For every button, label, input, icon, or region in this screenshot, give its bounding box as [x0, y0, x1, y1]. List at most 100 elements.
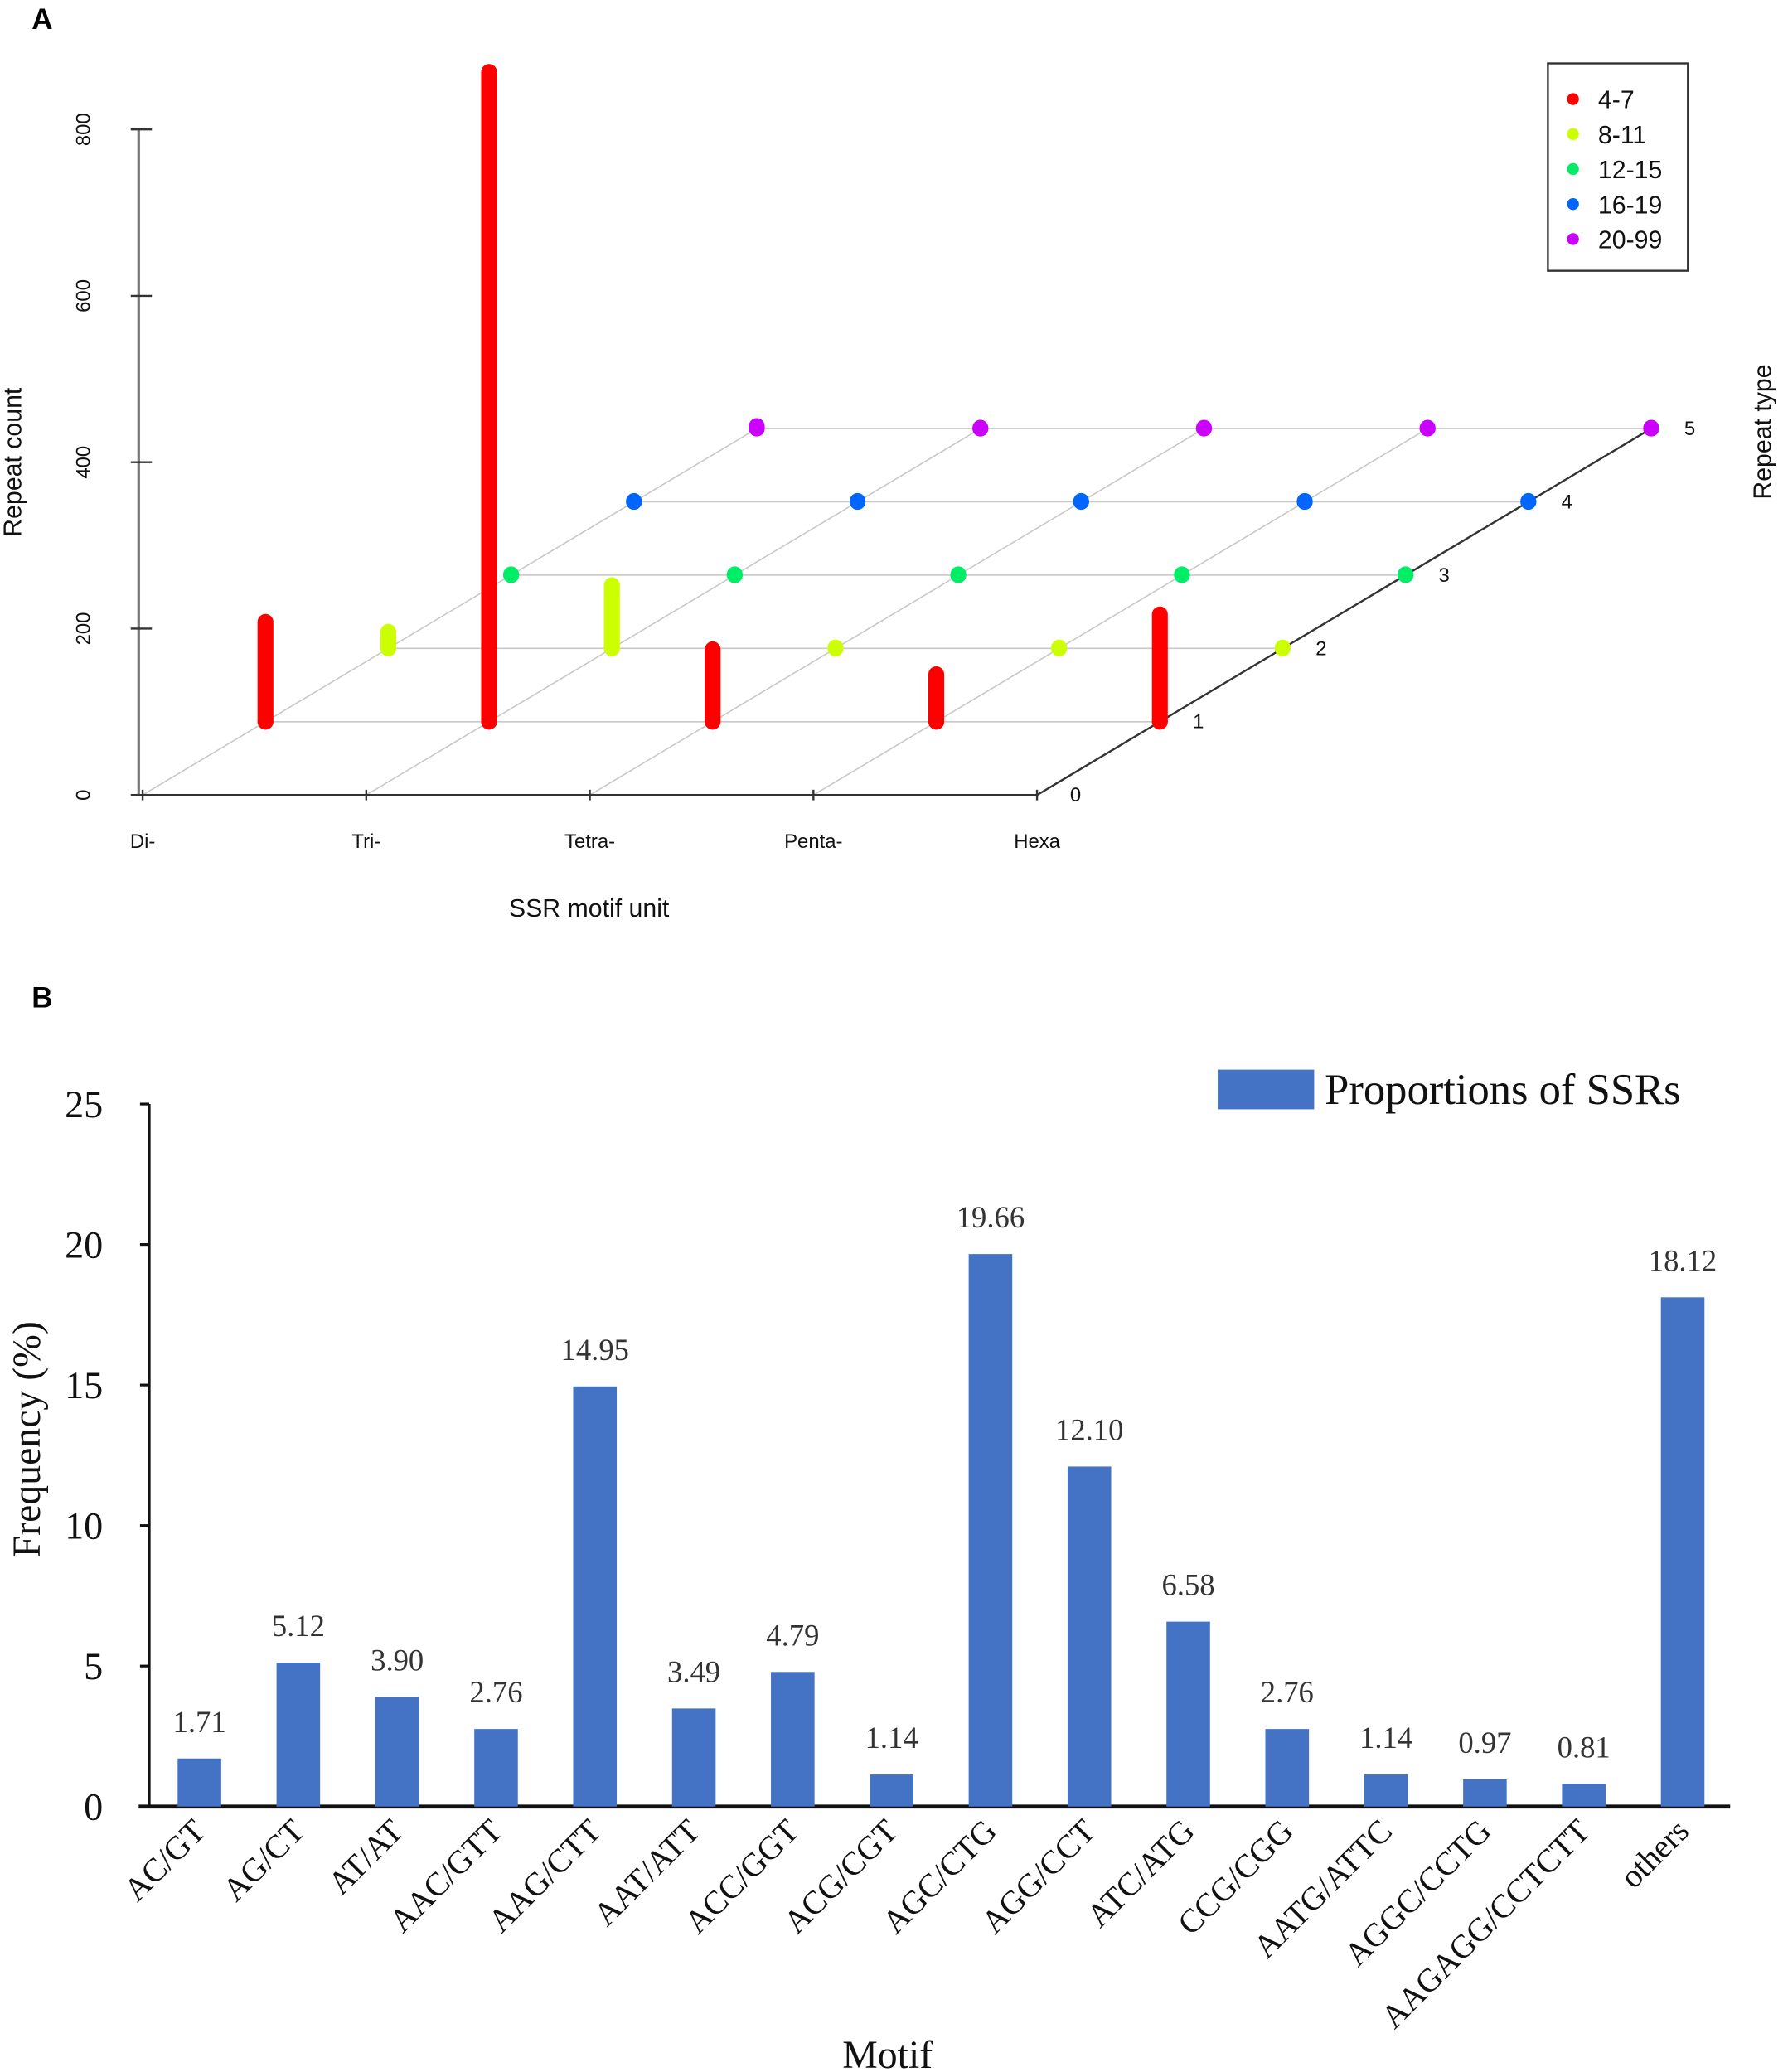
- bar-base-dot: [972, 420, 989, 437]
- data-label: 12.10: [1055, 1413, 1123, 1447]
- panel-a-legend: 4-7 8-11 12-15 16-19 20-99: [1547, 62, 1689, 272]
- x-tick-label: Penta-: [784, 830, 842, 853]
- bar-base-dot: [827, 640, 844, 656]
- bar-base-dot: [603, 640, 620, 656]
- bar-AATG/ATTC: [1364, 1774, 1408, 1807]
- bar-base-dot: [950, 567, 967, 583]
- data-label: 1.14: [1359, 1721, 1412, 1755]
- bar-base-dot: [1520, 493, 1537, 511]
- data-label: 1.71: [173, 1705, 226, 1739]
- bar-base-dot: [503, 567, 520, 583]
- depth-gridline: [142, 428, 758, 796]
- data-label: 2.76: [469, 1675, 522, 1709]
- bar-base-dot: [749, 420, 765, 437]
- legend-marker: [1567, 233, 1579, 245]
- bar-base-dot: [1274, 640, 1291, 656]
- bar-base-dot: [481, 714, 497, 730]
- x-tick-label: Di-: [130, 830, 156, 853]
- bar-CCG/CGG: [1265, 1729, 1310, 1807]
- legend-label: 4-7: [1598, 87, 1635, 114]
- y-tick-label: 0: [84, 1786, 103, 1828]
- y-tick-label: 10: [65, 1505, 103, 1547]
- bar-AAG/CTT: [573, 1386, 618, 1807]
- bar-AAC/GTT: [474, 1729, 518, 1807]
- panel-b-label: B: [31, 982, 52, 1014]
- x-tick-label: Tetra-: [564, 830, 615, 853]
- x-tick-label: AG/CT: [216, 1813, 312, 1909]
- legend-marker: [1567, 198, 1579, 211]
- depth-gridline: [589, 428, 1204, 796]
- legend-marker: [1567, 93, 1579, 105]
- bar-ACG/CGT: [870, 1774, 913, 1807]
- bar-ACC/GGT: [771, 1672, 815, 1807]
- z-tick-label: 3: [1438, 564, 1449, 587]
- data-label: 14.95: [561, 1333, 629, 1367]
- data-label: 6.58: [1161, 1568, 1214, 1602]
- bar-base-dot: [380, 640, 396, 656]
- bar-base-dot: [1296, 493, 1313, 511]
- z-tick-label: 4: [1562, 491, 1572, 513]
- bar-base-dot: [849, 493, 866, 511]
- y-tick-label: 800: [72, 113, 94, 146]
- data-label: 1.14: [865, 1721, 918, 1755]
- data-label: 19.66: [957, 1200, 1025, 1234]
- bar-others: [1660, 1297, 1705, 1807]
- bar-AC/GT: [177, 1758, 221, 1807]
- bar-base-dot: [726, 567, 743, 583]
- x-tick-label: AC/GT: [117, 1813, 213, 1909]
- data-label: 4.79: [766, 1618, 819, 1652]
- z-tick-label: 5: [1684, 418, 1695, 440]
- bar-base-dot: [1195, 420, 1213, 437]
- y-tick-label: 600: [72, 279, 94, 312]
- data-label: 5.12: [272, 1609, 325, 1643]
- bar-AAGAGG/CCTCTT: [1562, 1784, 1606, 1807]
- legend-label: Proportions of SSRs: [1325, 1066, 1680, 1114]
- panel-b-y-label: Frequency (%): [5, 1321, 49, 1557]
- x-tick-label: others: [1613, 1813, 1696, 1895]
- panel-a-y-label: Repeat count: [0, 387, 27, 537]
- panel-a-grid: [142, 428, 1652, 796]
- bar-AGG/CCT: [1067, 1466, 1112, 1807]
- legend-label: 8-11: [1598, 122, 1646, 149]
- x-tick-label: Hexa: [1014, 830, 1060, 853]
- data-label: 0.81: [1558, 1730, 1611, 1764]
- y-tick-label: 400: [72, 446, 94, 479]
- y-tick-label: 15: [65, 1364, 103, 1406]
- y-tick-label: 20: [65, 1224, 103, 1266]
- bar-AG/CT: [276, 1663, 321, 1807]
- legend-label: 16-19: [1598, 191, 1662, 219]
- data-label: 2.76: [1261, 1675, 1314, 1709]
- legend-label: 20-99: [1598, 227, 1662, 254]
- panel-a-z-label: Repeat type: [1750, 364, 1777, 499]
- z-tick-label: 0: [1070, 784, 1081, 806]
- z-tick-label: 1: [1193, 711, 1204, 733]
- data-label: 18.12: [1649, 1243, 1717, 1277]
- panel-a-axes: Di- Tri- Tetra- Penta- Hexa 0 1 2 3 4 5 0 200 400 600 8…: [72, 113, 1695, 853]
- panel-a-x-label: SSR motif unit: [509, 895, 670, 922]
- bar-base-dot: [257, 714, 274, 730]
- bar-AGGC/CCTG: [1463, 1779, 1507, 1807]
- x-tick-label: Tri-: [351, 830, 380, 853]
- bar-base-dot: [1643, 420, 1659, 437]
- bar-ATC/ATG: [1166, 1621, 1210, 1807]
- bar-AT/AT: [375, 1697, 419, 1807]
- data-label: 3.90: [371, 1644, 424, 1677]
- bar-base-dot: [1051, 640, 1068, 656]
- panel-b-x-label: Motif: [842, 2033, 933, 2072]
- depth-gridline: [366, 428, 981, 796]
- bar-base-dot: [1073, 493, 1089, 511]
- bar-base-dot: [705, 714, 721, 730]
- panel-b-bars: 1.71 5.12 3.90 2.76 14.95 3.49 4.79 1.14 19.66 12…: [173, 1200, 1717, 1807]
- bar-base-dot: [1419, 420, 1436, 437]
- legend-label: 12-15: [1598, 157, 1662, 184]
- z-tick-label: 2: [1315, 637, 1326, 660]
- panel-a-label: A: [31, 3, 52, 36]
- panel-a-bars: [257, 64, 1659, 730]
- bar-base-dot: [928, 714, 945, 730]
- legend-marker: [1567, 162, 1579, 176]
- data-label: 0.97: [1458, 1726, 1511, 1760]
- y-tick-label: 25: [65, 1083, 103, 1126]
